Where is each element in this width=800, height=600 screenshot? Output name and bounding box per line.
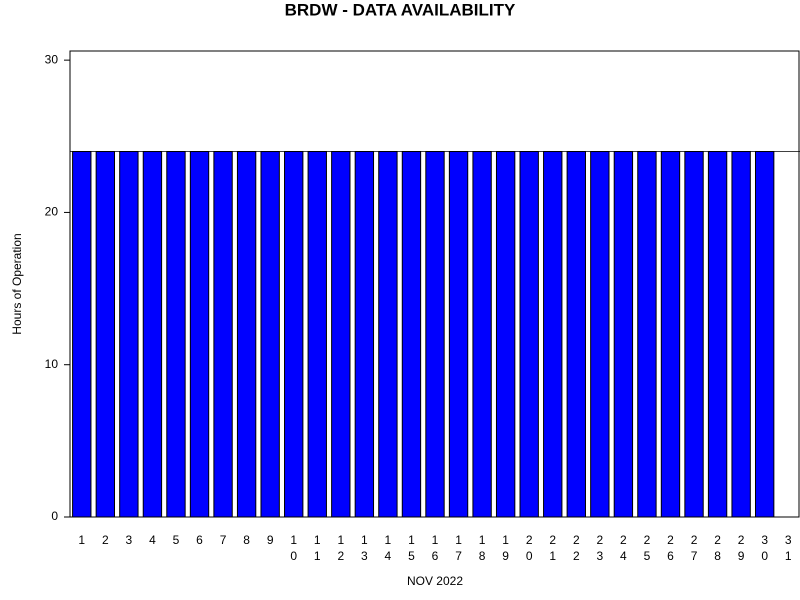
bar xyxy=(637,151,657,518)
bar xyxy=(189,151,210,518)
bar xyxy=(566,151,586,518)
bar xyxy=(354,151,375,518)
bar xyxy=(284,151,304,518)
x-tick-label: 7 xyxy=(220,533,227,547)
y-tick-label: 10 xyxy=(45,357,59,371)
bar xyxy=(707,151,728,518)
y-tick-label: 0 xyxy=(51,509,58,523)
bar xyxy=(401,151,422,518)
bar xyxy=(731,151,751,518)
y-tick-label: 20 xyxy=(45,205,59,219)
bar xyxy=(378,151,398,518)
y-tick-label: 30 xyxy=(45,52,59,66)
x-tick-label: 6 xyxy=(196,533,203,547)
bar xyxy=(331,151,351,518)
bar xyxy=(684,151,704,518)
x-tick-label: 2 xyxy=(102,533,109,547)
bar xyxy=(472,151,492,518)
bar xyxy=(142,151,163,518)
bar xyxy=(213,151,233,518)
bar xyxy=(166,151,186,518)
bar xyxy=(307,151,327,518)
x-tick-label: 4 xyxy=(149,533,156,547)
bar xyxy=(448,151,469,518)
bar xyxy=(613,151,634,518)
bar xyxy=(72,151,92,518)
chart-title: BRDW - DATA AVAILABILITY xyxy=(285,0,516,19)
bar xyxy=(519,151,539,518)
bar xyxy=(495,151,516,518)
x-tick-label: 5 xyxy=(173,533,180,547)
bar xyxy=(95,151,116,518)
x-tick-label: 3 xyxy=(126,533,133,547)
bar xyxy=(119,151,139,518)
y-axis-label: Hours of Operation xyxy=(10,233,24,334)
x-axis-label: NOV 2022 xyxy=(407,574,463,588)
bar xyxy=(543,151,563,518)
x-tick-label: 8 xyxy=(243,533,250,547)
bar xyxy=(260,151,280,518)
bar xyxy=(425,151,445,518)
bar xyxy=(236,151,257,518)
bar xyxy=(754,151,775,518)
x-tick-label: 9 xyxy=(267,533,274,547)
bar xyxy=(590,151,610,518)
x-tick-label: 1 xyxy=(78,533,85,547)
bar xyxy=(660,151,681,518)
